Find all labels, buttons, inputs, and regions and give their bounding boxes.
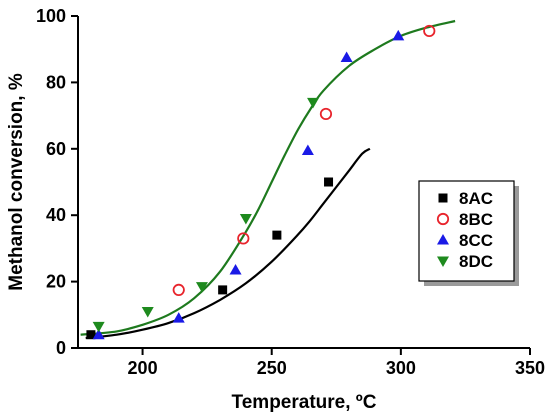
fit-curve-2 (80, 19, 456, 336)
y-tick-label: 40 (46, 205, 66, 225)
data-point-8cc (172, 312, 185, 323)
data-point-8bc (319, 107, 333, 121)
data-point-8cc (301, 144, 314, 155)
legend-items: 8AC 8BC 8CC 8DC (436, 189, 493, 271)
y-tick-label: 100 (36, 6, 66, 26)
y-ticks: 0 20 40 60 80 100 (36, 6, 78, 358)
data-point-8bc (172, 283, 185, 296)
x-tick-label: 250 (257, 358, 287, 378)
data-points (86, 24, 436, 340)
x-tick-label: 300 (386, 358, 416, 378)
y-tick-label: 60 (46, 139, 66, 159)
data-point-8bc (423, 24, 436, 38)
y-tick-label: 0 (56, 338, 66, 358)
fit-curve-1 (85, 147, 371, 340)
data-point-8cc (229, 263, 242, 275)
data-point-8bc (237, 232, 250, 245)
x-ticks: 200 250 300 350 (128, 348, 545, 378)
plot-axes (77, 16, 530, 349)
x-axis-label: Temperature, ºC (232, 392, 377, 413)
data-point-8ac (218, 285, 228, 295)
y-tick-label: 80 (46, 72, 66, 92)
data-point-8ac (272, 230, 282, 240)
legend-box (418, 180, 515, 282)
y-axis-label: Methanol conversion, % (6, 73, 27, 291)
x-tick-label: 200 (128, 358, 158, 378)
data-point-8dc (307, 97, 320, 109)
data-point-8dc (92, 321, 105, 333)
data-point-8ac (86, 330, 96, 340)
y-tick-label: 20 (46, 272, 66, 292)
legend-label-8dc: 8DC (459, 252, 493, 271)
data-point-8cc (92, 328, 105, 340)
legend-label-8bc: 8BC (459, 210, 493, 229)
legend-marker-8bc (436, 212, 450, 226)
data-point-8cc (340, 51, 353, 62)
data-point-8ac (324, 177, 334, 187)
legend-label-8ac: 8AC (459, 189, 493, 208)
legend-marker-8cc (437, 234, 449, 245)
legend-label-8cc: 8CC (459, 231, 493, 250)
data-point-8dc (195, 282, 208, 293)
data-point-8dc (239, 214, 252, 225)
data-point-8cc (392, 29, 405, 41)
legend-marker-8ac (438, 193, 448, 203)
fit-curves (80, 19, 456, 340)
legend: 8AC 8BC 8CC 8DC (418, 180, 519, 286)
legend-marker-8dc (437, 256, 449, 267)
x-tick-label: 350 (515, 358, 545, 378)
data-point-8dc (141, 306, 154, 318)
